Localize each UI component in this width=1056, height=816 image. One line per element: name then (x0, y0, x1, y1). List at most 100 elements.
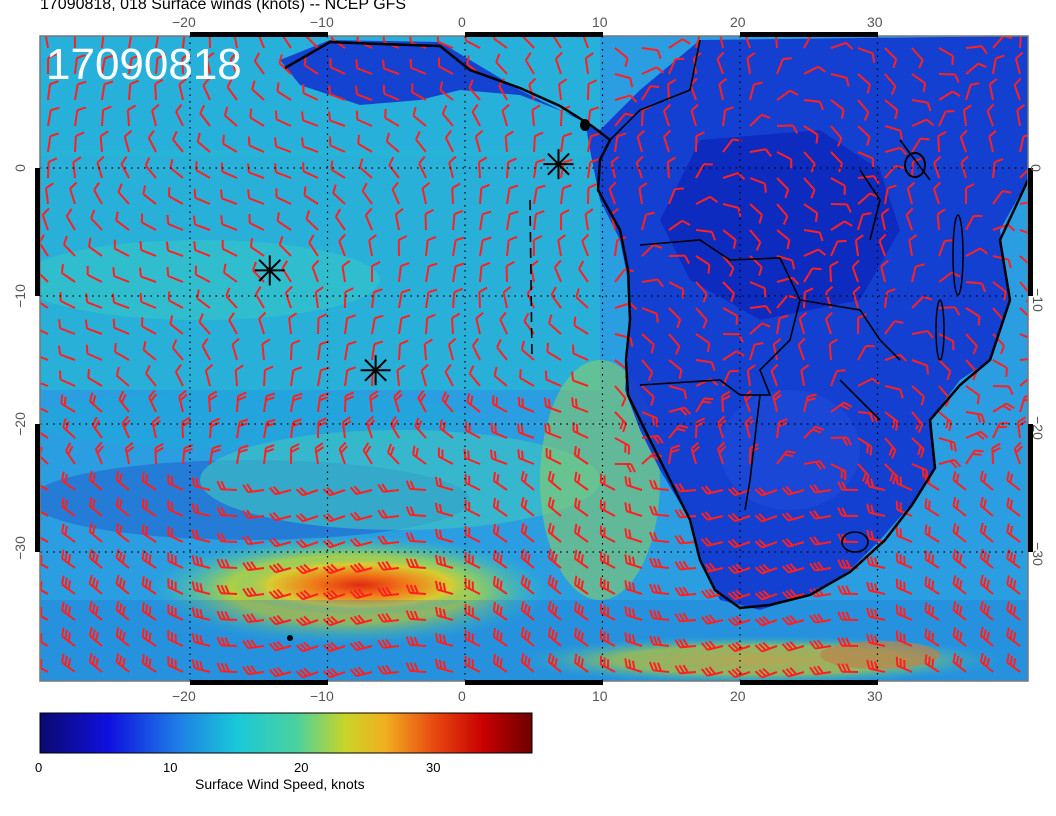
wind-barb (857, 151, 875, 168)
wind-barb (506, 184, 519, 205)
wind-barb (809, 484, 832, 494)
wind-barb (123, 129, 133, 153)
wind-barb (452, 209, 464, 231)
wind-barb (895, 604, 913, 621)
wind-barb (216, 662, 238, 673)
wind-barb (520, 522, 535, 543)
wind-barb (377, 612, 400, 623)
wind-barb (434, 476, 454, 491)
wind-barb (781, 667, 805, 678)
wind-barb (505, 260, 515, 283)
wind-barb (88, 522, 103, 543)
wind-barb (58, 345, 76, 361)
wind-barb (722, 255, 735, 277)
wind-barb (649, 661, 670, 673)
wind-barb (89, 392, 103, 413)
wind-barb (952, 627, 967, 647)
wind-barb (263, 365, 274, 387)
wind-barb (216, 506, 238, 517)
wind-barb (554, 51, 563, 75)
wind-barb (895, 526, 913, 543)
wind-barb (242, 639, 265, 650)
wind-barb (674, 664, 697, 675)
wind-barb (936, 208, 946, 231)
lat-tick-right: −20 (1029, 416, 1046, 440)
wind-barb (533, 210, 545, 231)
wind-barb (722, 281, 736, 303)
wind-barb (547, 470, 562, 491)
wind-barb (641, 244, 663, 257)
wind-barb (61, 575, 76, 595)
lon-tick-bottom: 30 (867, 688, 883, 704)
lon-tick-bottom: 20 (730, 688, 746, 704)
wind-barb (301, 111, 319, 127)
wind-barb (268, 588, 292, 600)
wind-barb (952, 601, 967, 621)
wind-barb (141, 576, 157, 595)
wind-barb (257, 36, 265, 49)
wind-barb (377, 586, 400, 597)
wind-barb (717, 441, 727, 465)
wind-barb (74, 54, 86, 75)
wind-barb (268, 511, 292, 522)
colorbar-tick: 0 (35, 760, 43, 775)
wind-barb (425, 236, 437, 257)
wind-barb (74, 106, 87, 127)
wind-barb (441, 105, 454, 127)
wind-barb (61, 653, 76, 673)
wind-barb (884, 125, 903, 140)
wind-barb (464, 629, 481, 647)
wind-barb (991, 442, 1001, 465)
wind-barb (837, 481, 859, 491)
wind-barb (322, 539, 346, 549)
wind-barb (599, 577, 616, 595)
wind-barb (248, 214, 265, 231)
wind-barb (587, 183, 597, 205)
wind-barb (338, 233, 346, 257)
wind-barb (464, 499, 481, 517)
lon-tick-top: 30 (867, 14, 883, 30)
wind-barb (405, 662, 427, 673)
wind-barb (182, 443, 194, 465)
wind-barb (932, 181, 941, 205)
wind-barb (924, 628, 940, 647)
wind-barb (490, 422, 508, 439)
wind-barb (830, 177, 846, 195)
wind-barb (330, 160, 346, 179)
wind-barb (857, 437, 873, 456)
wind-barb (192, 215, 211, 231)
asterisk-marker-icon (254, 255, 285, 286)
wind-barb (749, 281, 767, 298)
wind-barb (911, 330, 934, 339)
wind-barb (492, 395, 508, 413)
wind-barb (578, 260, 589, 283)
wind-barb (776, 89, 799, 101)
wind-barb (924, 550, 940, 569)
wind-barb (558, 78, 568, 101)
wind-barb (492, 471, 508, 491)
wind-barb (228, 312, 238, 335)
wind-barb (202, 77, 211, 101)
wind-barb (938, 239, 954, 257)
lat-tick-right: 0 (1027, 164, 1044, 172)
wind-barb (216, 636, 238, 647)
wind-barb (668, 444, 681, 465)
wind-barb (638, 182, 648, 205)
wind-barb (952, 523, 967, 543)
wind-barb (128, 54, 141, 75)
wind-barb (167, 291, 184, 309)
wind-barb (803, 229, 824, 242)
wind-barb (830, 369, 846, 387)
wind-barb (115, 627, 130, 647)
wind-barb (857, 344, 875, 361)
wind-barb (191, 581, 211, 595)
wind-barb (614, 132, 627, 153)
wind-barb (424, 208, 434, 231)
wind-barb (574, 471, 589, 491)
wind-barb (73, 36, 76, 49)
wind-barb (776, 255, 795, 270)
wind-barb (727, 667, 751, 679)
wind-barb (614, 437, 631, 455)
wind-barb (851, 259, 860, 283)
wind-barb (167, 526, 184, 543)
